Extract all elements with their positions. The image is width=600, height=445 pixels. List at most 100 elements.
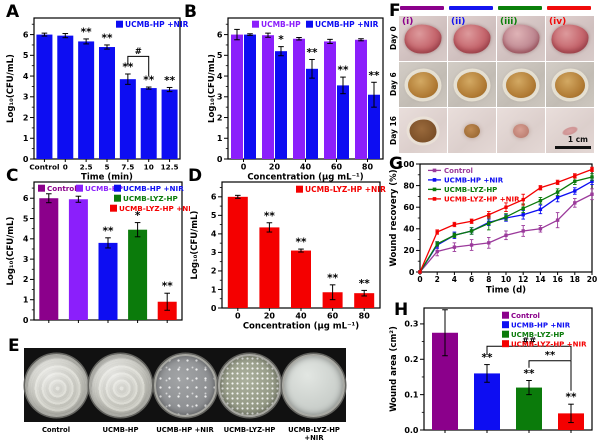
x-tick-label: 6: [469, 275, 474, 284]
data-marker: [418, 270, 422, 274]
data-marker: [538, 207, 543, 212]
bar: [275, 51, 287, 160]
significance-marker: **: [338, 65, 349, 77]
petri-dish-ucmb-hp: [89, 353, 153, 417]
y-tick-label: 2: [217, 113, 223, 122]
significance-marker: **: [102, 32, 113, 44]
data-marker: [573, 189, 577, 193]
x-axis-label: Concentration (μg mL⁻¹): [243, 322, 359, 332]
y-tick-label: 0: [23, 316, 29, 325]
legend-swatch: [116, 20, 123, 28]
significance-marker: **: [524, 368, 535, 380]
y-tick-label: 6: [217, 30, 223, 39]
x-axis-label: Concentration (μg mL⁻¹): [247, 173, 363, 183]
x-tick-label: 16: [552, 275, 562, 284]
y-tick-label: 4: [217, 72, 223, 81]
data-marker: [573, 201, 577, 205]
y-tick-label: 4: [211, 230, 217, 239]
legend-swatch: [306, 20, 313, 28]
wound-photo: [399, 108, 447, 153]
bar: [262, 35, 274, 159]
legend-label: UCMB-HP +NIR: [444, 177, 504, 185]
bar: [354, 293, 375, 308]
y-axis-label: Log₁₀(CFU/mL): [190, 210, 200, 279]
y-tick-label: 3: [217, 93, 223, 102]
legend-swatch: [502, 311, 509, 319]
x-tick-label: 20: [269, 163, 281, 172]
wound-site: [464, 123, 480, 138]
wound-photo: 1 cm: [546, 108, 594, 153]
legend-label: Control: [444, 167, 473, 175]
y-axis-label: Log₁₀(CFU/mL): [208, 54, 217, 123]
y-tick-label: 0: [211, 304, 217, 313]
x-tick-label: 10: [501, 275, 511, 284]
bar: [98, 242, 118, 320]
y-tick-label: 0: [217, 155, 223, 164]
legend-swatch: [114, 184, 121, 192]
x-tick-label: 7.5: [121, 163, 134, 172]
panel-e-label: E: [8, 336, 20, 356]
y-tick-label: 6: [23, 30, 29, 39]
x-tick-label: 0: [235, 312, 241, 321]
significance-marker: **: [81, 26, 92, 38]
group-label: (iv): [549, 17, 567, 27]
scale-bar: [555, 146, 591, 149]
wound-photo: [448, 62, 496, 107]
chart-D-svg: 0 1 2 3 4 5 6 Log₁₀(CFU/mL) Concentration (μg mL…: [190, 181, 386, 332]
panel-c-label: C: [6, 166, 19, 186]
day-row-label: Day 6: [389, 72, 398, 97]
group-label: (i): [402, 17, 414, 27]
data-marker: [435, 249, 439, 254]
data-marker: [555, 218, 560, 222]
y-tick-label: 100: [398, 160, 415, 169]
day-row-label: Day 0: [389, 26, 398, 51]
wound-site: [555, 71, 585, 98]
wound-photo: (i): [399, 16, 447, 61]
data-marker: [538, 227, 543, 231]
chart-A-svg: 0 1 2 3 4 5 6 Log₁₀(CFU/mL) Time (min) ** ** ** ** **…: [6, 17, 189, 183]
bar: [291, 250, 311, 308]
data-marker: [469, 219, 474, 223]
data-marker: [435, 242, 439, 246]
wound-photo: [497, 62, 545, 107]
legend-swatch: [252, 20, 259, 28]
data-marker: [538, 186, 543, 190]
panel-f-label: F: [389, 1, 401, 21]
wound-site: [513, 123, 529, 138]
significance-marker: **: [122, 61, 133, 73]
y-tick-label: 5: [211, 211, 217, 220]
legend-swatch: [502, 321, 509, 329]
significance-marker: **: [307, 47, 318, 59]
x-tick-label: 8: [486, 275, 491, 284]
data-marker: [555, 180, 560, 185]
panel-h-label: H: [394, 300, 409, 320]
data-marker: [573, 174, 577, 178]
legend-label: UCMB-LYZ-HP +NIR: [444, 196, 520, 204]
data-marker: [469, 229, 474, 233]
data-marker: [521, 213, 525, 217]
petri-dish-control: [25, 353, 88, 417]
legend-label: UCMB-LYZ-HP +NIR: [511, 341, 587, 349]
y-tick-label: 5: [217, 51, 223, 60]
bar: [337, 85, 349, 159]
bar: [244, 34, 256, 159]
x-axis-label: Time (min): [81, 173, 133, 183]
data-marker: [590, 179, 594, 183]
significance-marker: **: [482, 352, 493, 364]
y-tick-label: 1: [211, 285, 217, 294]
x-tick-label: 0: [63, 163, 68, 172]
group-label: (iii): [500, 17, 518, 27]
petri-dish-strip: [24, 348, 346, 422]
chart-H-svg: 0.0 0.1 0.2 0.3 Wound area (cm²) ** ** ** ## ** Co…: [389, 307, 593, 435]
legend-swatch: [76, 184, 83, 192]
y-tick-label: 0: [409, 268, 415, 277]
group-color-bar: [498, 6, 542, 10]
bracket-label: ##: [522, 337, 536, 347]
legend-marker: [432, 197, 437, 201]
legend-label: UCMB-LYZ-HP: [123, 194, 178, 203]
data-marker: [555, 190, 560, 194]
bar: [227, 196, 248, 308]
group-color-bar: [547, 6, 591, 10]
wound-photo: (ii): [448, 16, 496, 61]
petri-dish-ucmb-lyz-hp: [217, 353, 281, 417]
